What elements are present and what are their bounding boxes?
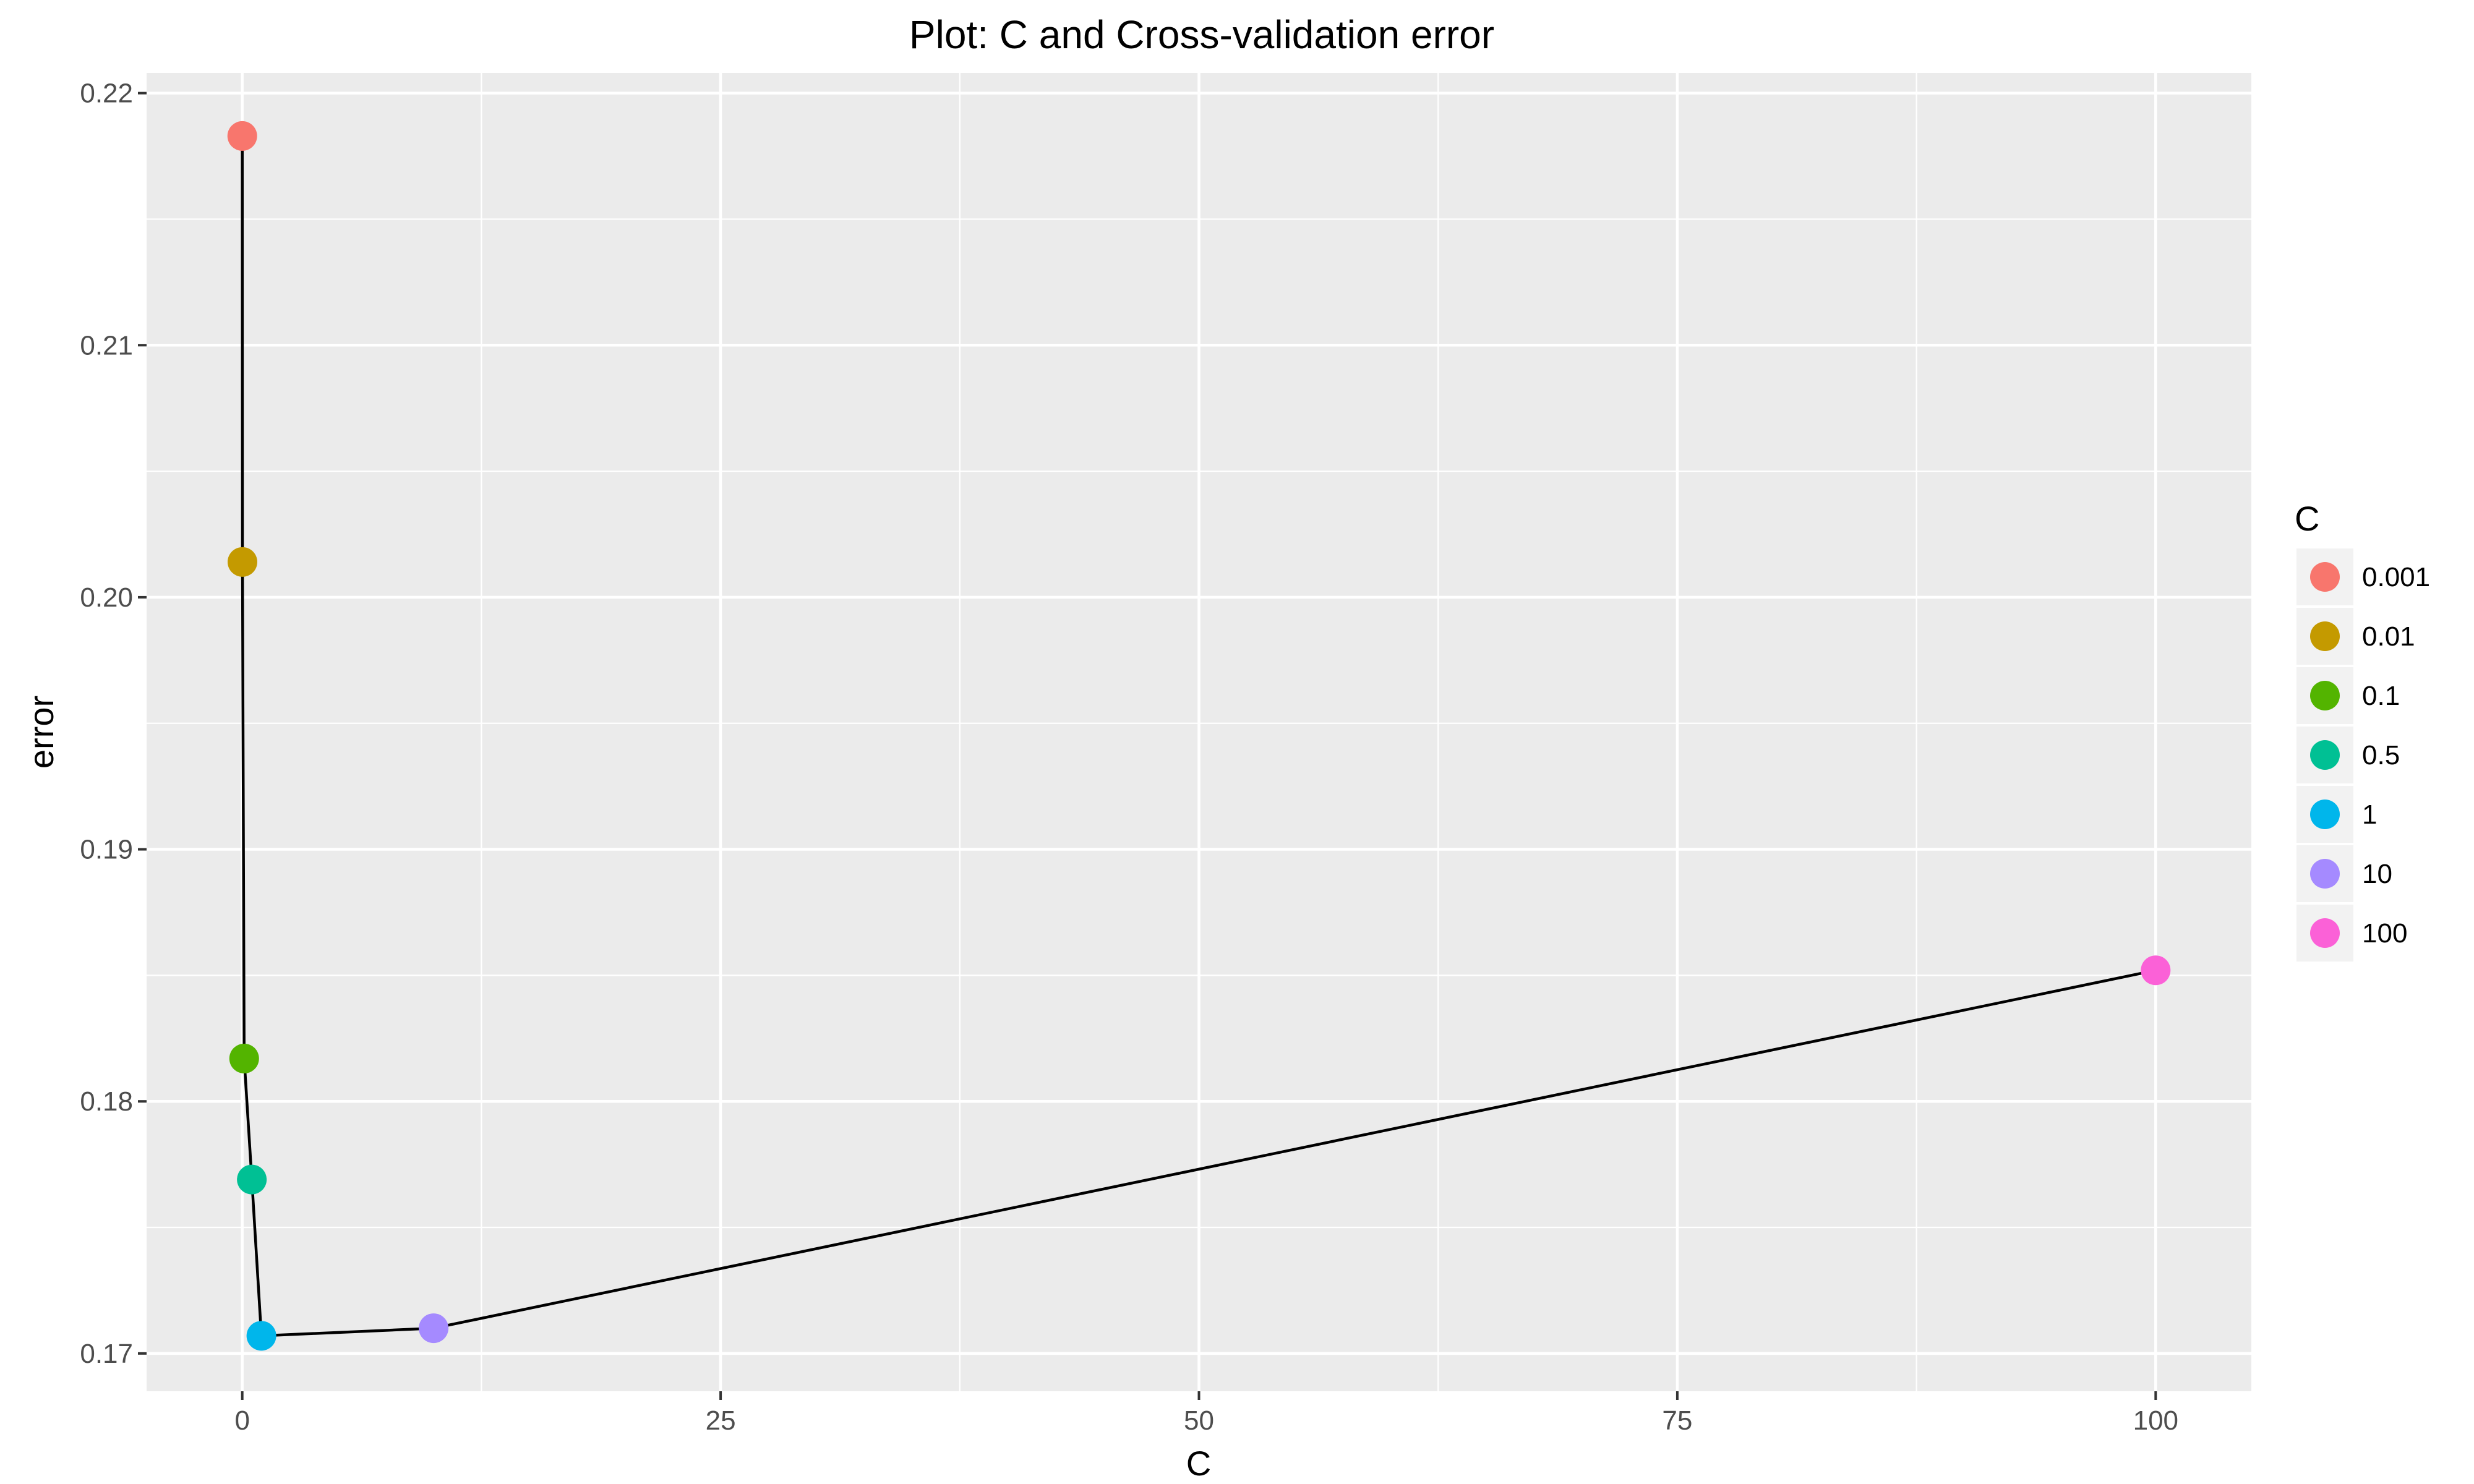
data-point-c-0-1 [229, 1043, 259, 1073]
legend-label: 100 [2362, 918, 2407, 949]
legend: C 0.001 0.01 0.1 0.5 1 10 100 [2294, 499, 2430, 964]
legend-key-marker [2310, 800, 2340, 829]
y-tick-label: 0.21 [80, 330, 133, 360]
legend-key-marker [2310, 859, 2340, 889]
legend-key-marker [2310, 740, 2340, 770]
x-tick-label: 100 [2133, 1405, 2178, 1436]
legend-label: 0.01 [2362, 621, 2415, 652]
y-tick-label: 0.19 [80, 835, 133, 865]
legend-label: 0.5 [2362, 740, 2400, 770]
y-tick-label: 0.17 [80, 1339, 133, 1369]
data-point-c-0-01 [227, 547, 257, 577]
legend-label: 0.001 [2362, 562, 2430, 592]
legend-key-marker [2310, 681, 2340, 710]
legend-key-marker [2310, 621, 2340, 651]
y-axis-title: error [22, 696, 61, 769]
series-points [227, 121, 2171, 1351]
data-point-c-10 [419, 1313, 449, 1344]
chart-title: Plot: C and Cross-validation error [909, 12, 1494, 57]
x-tick-label: 0 [234, 1405, 249, 1436]
legend-title: C [2295, 499, 2319, 538]
data-point-c-100 [2141, 955, 2171, 986]
data-point-c-0-5 [237, 1164, 267, 1195]
legend-key-marker [2310, 562, 2340, 592]
y-tick-label: 0.20 [80, 582, 133, 613]
x-tick-label: 50 [1184, 1405, 1214, 1436]
x-tick-label: 75 [1662, 1405, 1692, 1436]
y-tick-label: 0.18 [80, 1086, 133, 1117]
legend-label: 10 [2362, 859, 2392, 889]
x-axis: 0 25 50 75 100 [234, 1391, 2178, 1436]
data-point-c-0-001 [227, 121, 257, 151]
y-tick-label: 0.22 [80, 79, 133, 109]
legend-items: 0.001 0.01 0.1 0.5 1 10 100 [2294, 546, 2430, 964]
legend-label: 1 [2362, 800, 2377, 830]
x-tick-label: 25 [706, 1405, 736, 1436]
legend-label: 0.1 [2362, 681, 2400, 711]
legend-key-marker [2310, 918, 2340, 948]
data-point-c-1 [246, 1321, 276, 1351]
y-axis: 0.17 0.18 0.19 0.20 0.21 0.22 [80, 79, 147, 1369]
x-axis-title: C [1186, 1444, 1211, 1483]
